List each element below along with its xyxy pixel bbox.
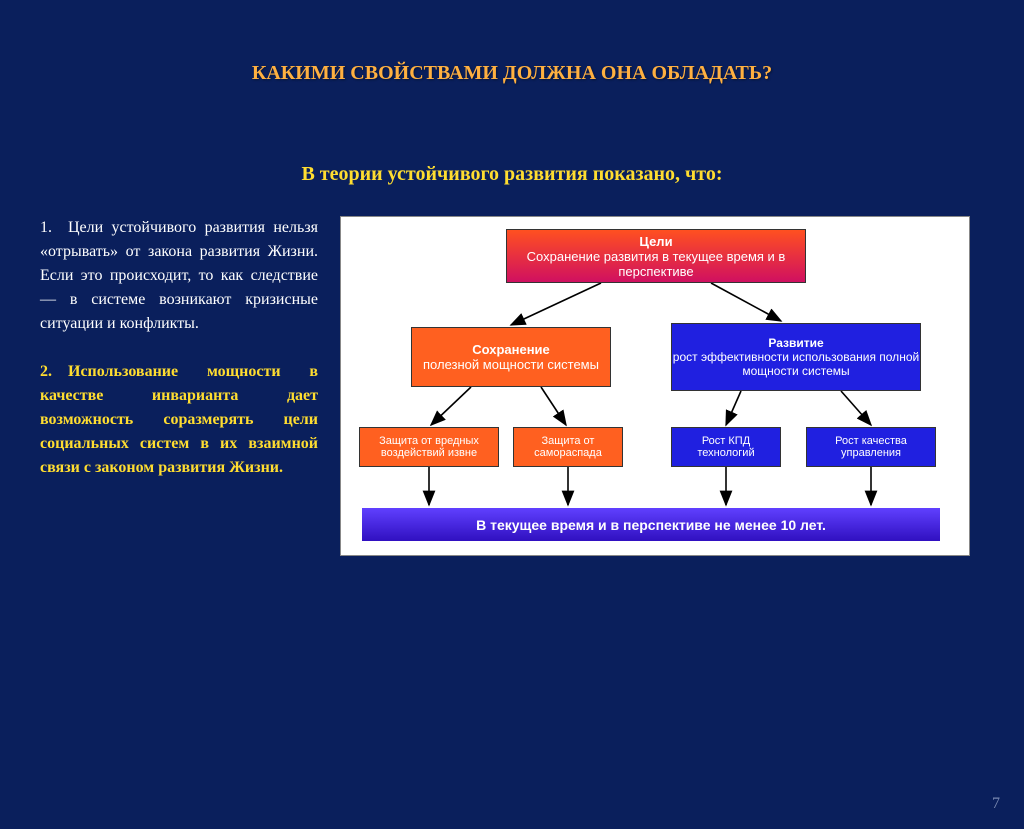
node-preservation-title: Сохранение bbox=[412, 342, 610, 357]
content-row: 1. Цели устойчивого развития нельзя «отр… bbox=[0, 216, 1024, 556]
node-development: Развитие рост эффективности использовани… bbox=[671, 323, 921, 391]
node-b2-text: Защита от самораспада bbox=[514, 435, 622, 459]
slide-subtitle: В теории устойчивого развития показано, … bbox=[0, 163, 1024, 186]
paragraph-1: 1. Цели устойчивого развития нельзя «отр… bbox=[40, 216, 318, 336]
node-preservation: Сохранение полезной мощности системы bbox=[411, 327, 611, 387]
slide-title: КАКИМИ СВОЙСТВАМИ ДОЛЖНА ОНА ОБЛАДАТЬ? bbox=[0, 62, 1024, 85]
text-column: 1. Цели устойчивого развития нельзя «отр… bbox=[40, 216, 340, 556]
node-b3-text: Рост КПД технологий bbox=[672, 435, 780, 459]
node-goals-body: Сохранение развития в текущее время и в … bbox=[507, 249, 805, 279]
node-development-body: рост эффективности использования полной … bbox=[672, 350, 920, 378]
node-development-title: Развитие bbox=[672, 336, 920, 350]
node-management: Рост качества управления bbox=[806, 427, 936, 467]
paragraph-2: 2. Использование мощности в качестве инв… bbox=[40, 360, 318, 480]
node-final-text: В текущее время и в перспективе не менее… bbox=[362, 517, 940, 533]
node-protect-external: Защита от вредных воздействий извне bbox=[359, 427, 499, 467]
node-b4-text: Рост качества управления bbox=[807, 435, 935, 459]
flowchart-diagram: Цели Сохранение развития в текущее время… bbox=[340, 216, 970, 556]
node-timeline: В текущее время и в перспективе не менее… bbox=[361, 507, 941, 542]
node-protect-decay: Защита от самораспада bbox=[513, 427, 623, 467]
node-b1-text: Защита от вредных воздействий извне bbox=[360, 435, 498, 459]
node-goals: Цели Сохранение развития в текущее время… bbox=[506, 229, 806, 283]
node-goals-title: Цели bbox=[507, 234, 805, 249]
node-preservation-body: полезной мощности системы bbox=[412, 357, 610, 372]
node-efficiency: Рост КПД технологий bbox=[671, 427, 781, 467]
page-number: 7 bbox=[992, 795, 1000, 813]
